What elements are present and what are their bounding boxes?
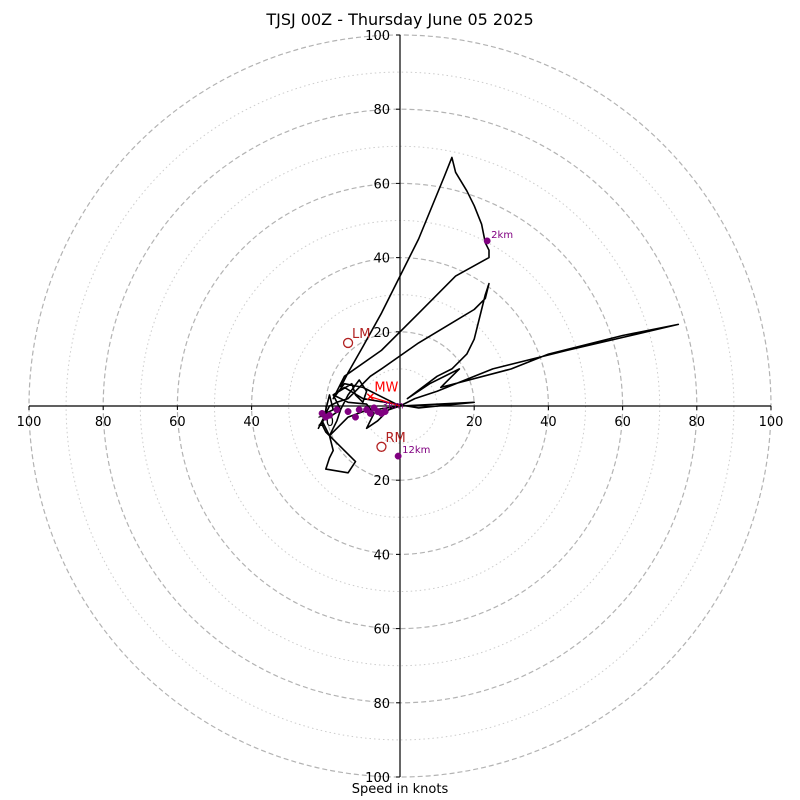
y-tick-label: 20 bbox=[373, 326, 390, 341]
storm-motion-rm-label: RM bbox=[385, 431, 405, 446]
storm-motion-group: LM RM MW bbox=[342, 327, 406, 452]
x-tick-label: 20 bbox=[466, 415, 483, 430]
height-marker-dot bbox=[322, 413, 330, 421]
y-tick-label: 20 bbox=[373, 474, 390, 489]
x-tick-label: 100 bbox=[17, 415, 42, 430]
x-tick-label: 20 bbox=[318, 415, 335, 430]
storm-motion-lm-label: LM bbox=[352, 327, 370, 342]
x-tick-label: 40 bbox=[243, 415, 260, 430]
marker-x-stroke bbox=[366, 393, 374, 401]
x-axis-label: Speed in knots bbox=[351, 782, 449, 797]
y-tick-label: 60 bbox=[373, 177, 390, 192]
height-marker-dot bbox=[355, 406, 363, 414]
height-marker-dot bbox=[344, 408, 352, 416]
height-markers-group: 2km 3km 12km bbox=[318, 230, 513, 460]
x-tick-label: 60 bbox=[614, 415, 631, 430]
height-marker-dot bbox=[394, 452, 402, 460]
height-marker-dot bbox=[333, 406, 341, 414]
hodograph-trace-group bbox=[317, 156, 680, 474]
height-marker-label: 2km bbox=[491, 230, 513, 241]
storm-motion-mw-marker bbox=[366, 393, 374, 401]
storm-motion-rm-marker bbox=[376, 441, 387, 452]
height-marker-dot bbox=[352, 413, 359, 421]
hodograph-trace bbox=[317, 156, 680, 474]
y-tick-label: 80 bbox=[373, 697, 390, 712]
x-tick-label: 100 bbox=[759, 415, 784, 430]
height-marker-label: 3km bbox=[382, 401, 404, 412]
height-marker-dot bbox=[370, 404, 378, 412]
y-tick-label: 80 bbox=[373, 103, 390, 118]
chart-title: TJSJ 00Z - Thursday June 05 2025 bbox=[266, 10, 534, 29]
y-tick-label: 40 bbox=[373, 252, 390, 267]
height-marker-dot bbox=[483, 237, 491, 245]
x-tick-label: 60 bbox=[169, 415, 186, 430]
y-tick-label: 100 bbox=[365, 771, 390, 786]
x-tick-label: 40 bbox=[540, 415, 557, 430]
y-tick-label: 40 bbox=[373, 548, 390, 563]
height-marker-dot bbox=[366, 409, 374, 417]
storm-motion-lm-marker bbox=[342, 337, 354, 349]
tick-labels: 100 80 60 40 20 20 40 60 80 100 100 80 60 40 20 20 40 60 8… bbox=[17, 29, 784, 786]
x-tick-label: 80 bbox=[95, 415, 112, 430]
height-marker-label: 12km bbox=[402, 445, 430, 456]
y-tick-label: 100 bbox=[365, 29, 390, 44]
x-tick-label: 80 bbox=[689, 415, 706, 430]
storm-motion-mw-label: MW bbox=[374, 381, 398, 396]
height-marker-dot bbox=[378, 409, 385, 417]
mean-wind-vector bbox=[370, 396, 401, 407]
y-tick-label: 60 bbox=[373, 623, 390, 638]
